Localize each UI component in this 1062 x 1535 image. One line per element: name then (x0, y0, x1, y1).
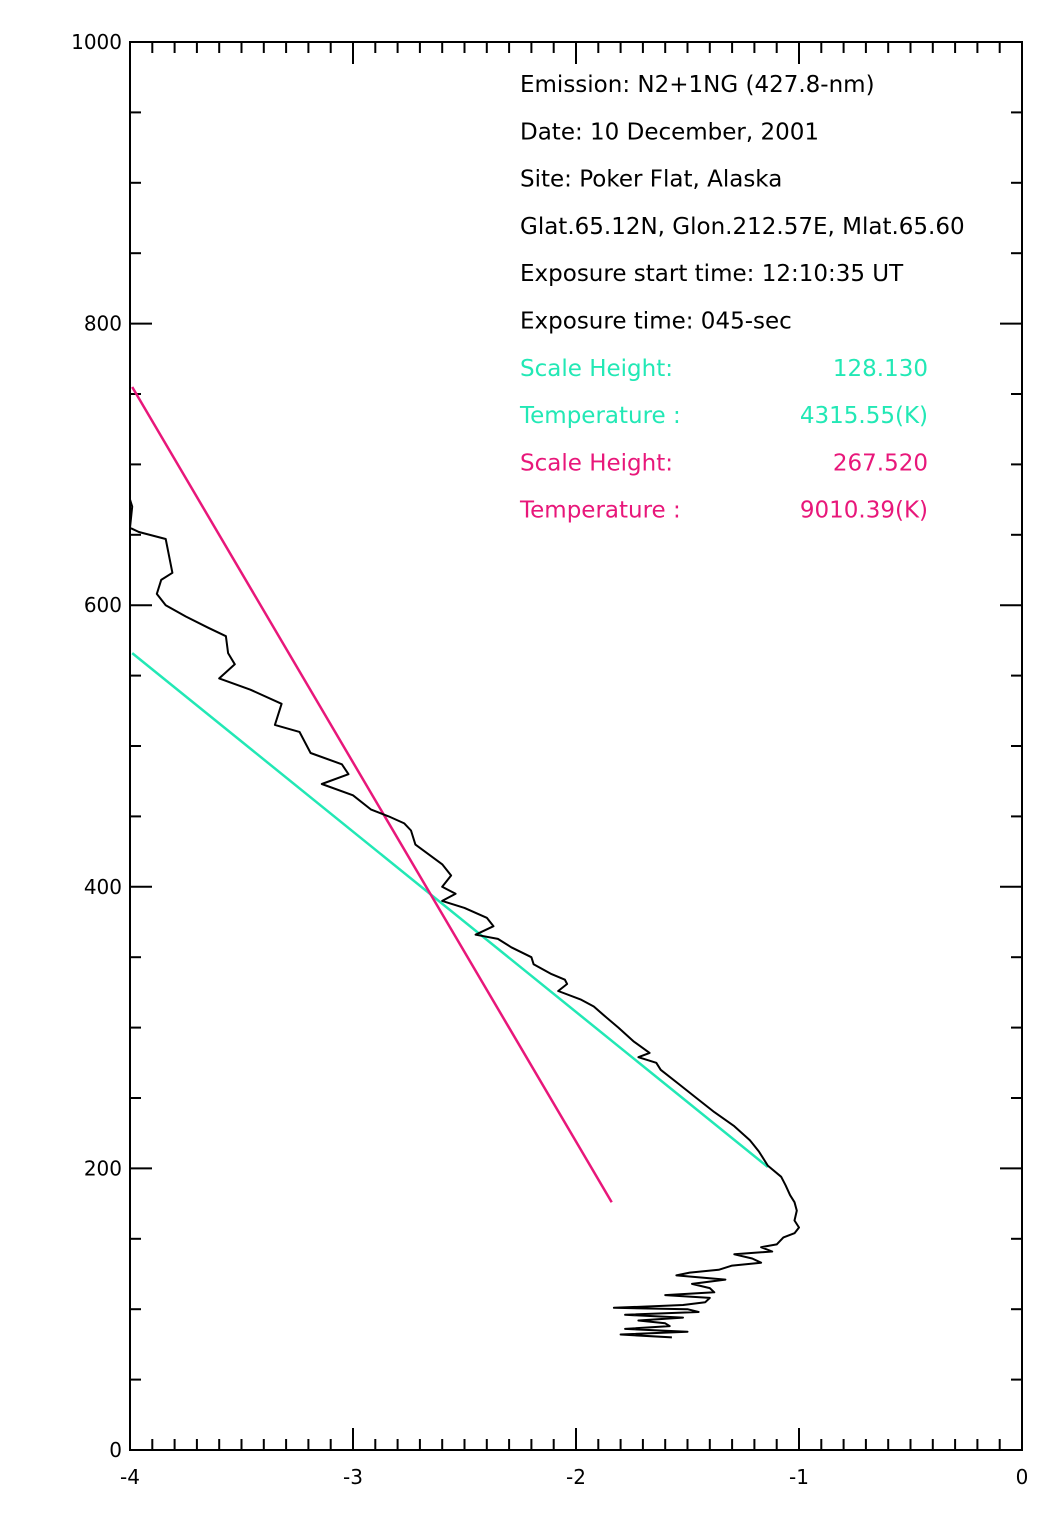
x-tick-label: -3 (343, 1465, 363, 1489)
x-tick-label: -1 (789, 1465, 809, 1489)
y-tick-label: 1000 (71, 30, 122, 54)
series-layer (129, 386, 800, 1339)
y-tick-label: 200 (84, 1156, 122, 1180)
annotation-line: Date: 10 December, 2001 (520, 119, 819, 145)
annotation-value: 128.130 (833, 356, 928, 382)
annotation-line: Exposure time: 045-sec (520, 309, 792, 335)
annotation-line: Emission: N2+1NG (427.8-nm) (520, 72, 875, 98)
series-fit-line-1 (131, 652, 769, 1168)
axes: -4 -3 -2 -1 0 0 200 400 600 800 1000 (71, 30, 1028, 1489)
annotation-block: Emission: N2+1NG (427.8-nm) Date: 10 Dece… (519, 72, 965, 524)
annotation-label: Scale Height: (520, 356, 673, 382)
series-fit-line-2 (131, 386, 613, 1203)
x-tick-label: 0 (1016, 1465, 1029, 1489)
annotation-label: Temperature : (519, 403, 681, 429)
x-tick-label: -2 (566, 1465, 586, 1489)
annotation-value: 267.520 (833, 450, 928, 476)
annotation-label: Scale Height: (520, 450, 673, 476)
y-tick-label: 0 (109, 1438, 122, 1462)
x-tick-label: -4 (120, 1465, 140, 1489)
y-tick-label: 600 (84, 593, 122, 617)
annotation-line: Exposure start time: 12:10:35 UT (520, 261, 904, 287)
annotation-value: 9010.39(K) (800, 498, 928, 524)
series-profile (129, 499, 800, 1339)
annotation-value: 4315.55(K) (800, 403, 928, 429)
y-tick-label: 400 (84, 875, 122, 899)
y-tick-label: 800 (84, 312, 122, 336)
annotation-line: Site: Poker Flat, Alaska (520, 167, 782, 193)
annotation-label: Temperature : (519, 498, 681, 524)
annotation-line: Glat.65.12N, Glon.212.57E, Mlat.65.60 (520, 214, 965, 240)
